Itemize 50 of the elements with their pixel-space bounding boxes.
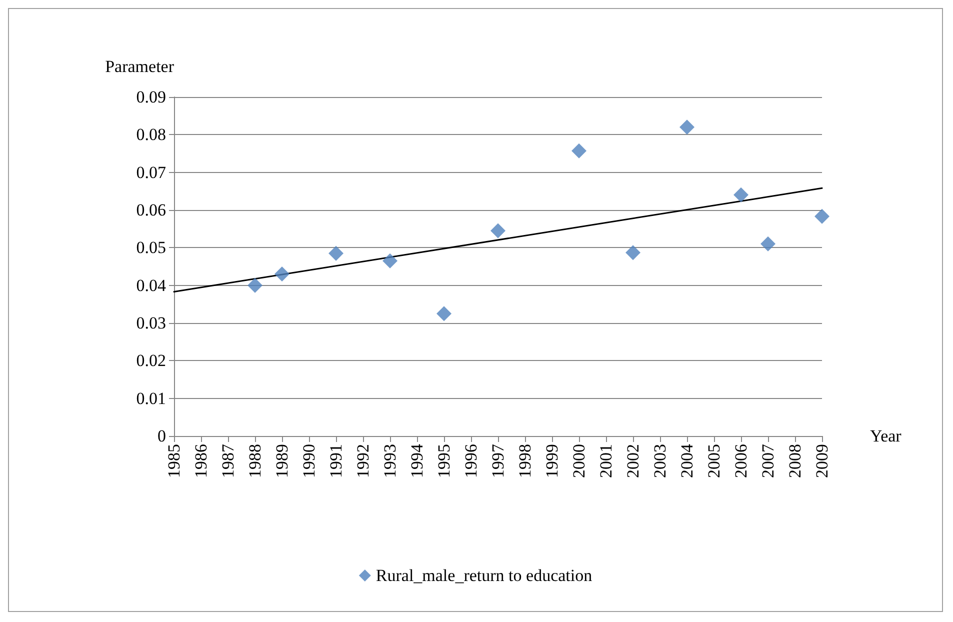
y-tick-label: 0.07 [136,162,166,182]
x-tick-label: 1985 [164,444,184,478]
x-tick-label: 1997 [488,444,508,478]
x-tick-label: 1986 [192,444,210,478]
point [734,187,748,202]
point [436,306,452,322]
point [680,120,694,135]
x-axis-title: Year [870,426,902,446]
x-tick-label: 1987 [218,444,238,478]
x-tick-label: 2008 [786,444,804,478]
point [328,246,344,261]
x-tick-label: 1989 [272,444,292,478]
legend-label: Rural_male_return to education [376,566,593,585]
y-tick-label: 0.01 [136,388,166,408]
x-tick-label: 2006 [732,444,750,478]
x-tick-label: 1996 [462,444,480,478]
y-tick-label: 0.03 [136,314,166,332]
point [274,266,290,282]
x-tick-label: 1998 [516,444,534,478]
x-tick-label: 1992 [354,444,372,478]
x-tick-label: 2001 [596,444,616,478]
y-tick-label: 0.05 [136,238,166,258]
x-tick-label: 2002 [624,444,642,478]
x-tick-label: 2007 [758,444,778,478]
x-tick-label: 1993 [380,444,400,478]
point [382,253,398,268]
x-tick-label: 1995 [434,444,454,478]
y-tick-label: 0 [158,426,166,446]
x-tick-label: 2003 [650,444,670,478]
x-tick-label: 1999 [542,444,562,478]
point [572,143,586,158]
y-tick-label: 0.04 [136,276,166,295]
point [490,223,506,238]
point [760,236,776,252]
y-tick-label: 0.06 [136,200,166,220]
point [248,278,262,293]
x-tick-label: 2000 [570,444,588,478]
y-tick-label: 0.02 [136,351,166,370]
point [626,245,640,260]
x-tick-label: 2004 [678,444,696,478]
x-tick-label: 1990 [300,444,318,478]
y-tick-label: 0.09 [136,88,166,106]
point [814,208,830,224]
x-tick-label: 1994 [408,444,426,478]
y-axis-title: Parameter [105,57,174,76]
x-tick-label: 2005 [704,444,724,478]
x-tick-label: 1991 [326,444,346,478]
x-tick-label: 2009 [812,444,832,478]
x-tick-label: 1988 [246,444,264,478]
y-tick-label: 0.08 [136,125,166,144]
